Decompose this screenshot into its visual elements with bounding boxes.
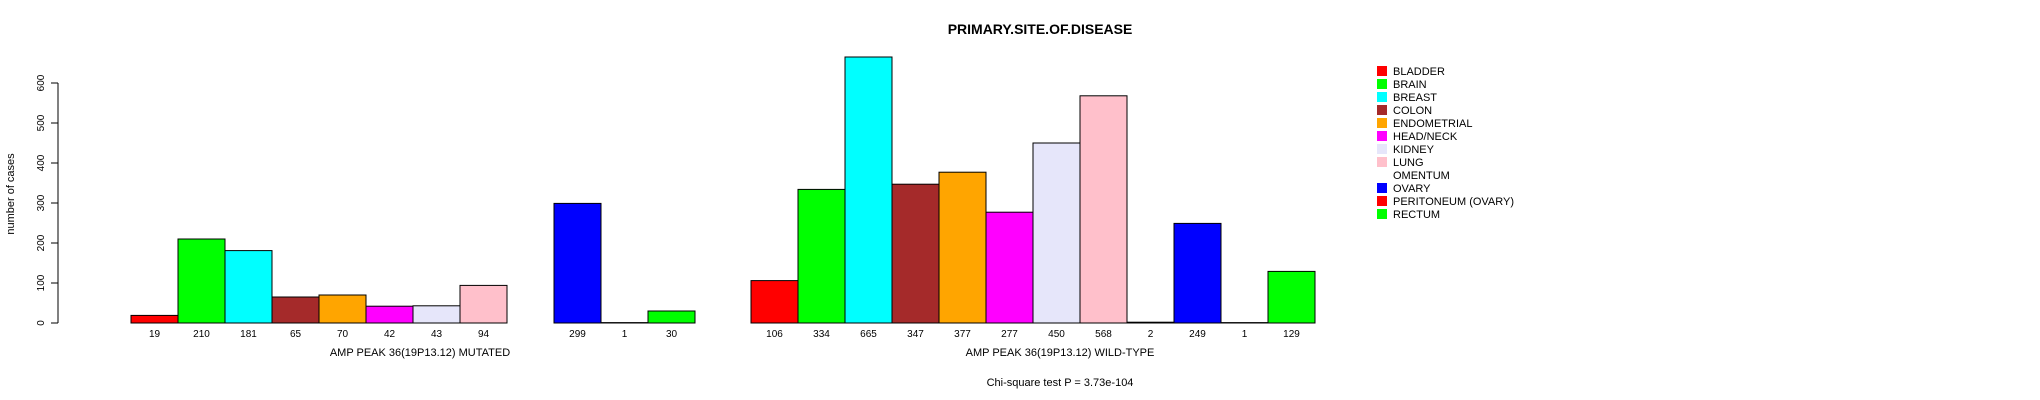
legend-label-brain: BRAIN [1393, 79, 1427, 91]
legend-swatch-endometrial [1377, 118, 1387, 128]
legend-label-rectum: RECTUM [1393, 209, 1440, 221]
count-label: 30 [666, 329, 678, 340]
count-label: 334 [813, 329, 830, 340]
bar-bladder-mutated [130, 314, 179, 324]
legend-swatch-lung [1377, 157, 1387, 167]
legend-label-omentum: OMENTUM [1393, 170, 1450, 182]
legend-label-lung: LUNG [1393, 157, 1424, 169]
y-axis: 0 100 200 300 400 500 600 [36, 74, 59, 326]
bar-colon-wild-type [891, 183, 940, 324]
count-label: 65 [290, 329, 302, 340]
count-label: 181 [240, 329, 257, 340]
legend-label-colon: COLON [1393, 105, 1432, 117]
y-axis-label: number of cases [5, 153, 17, 235]
count-label: 2 [1148, 329, 1154, 340]
y-tick-label: 500 [36, 114, 47, 131]
legend-swatch-head-neck [1377, 131, 1387, 141]
bar-lung-wild-type [1079, 95, 1128, 324]
legend-label-endometrial: ENDOMETRIAL [1393, 118, 1472, 130]
bar-colon-mutated [271, 296, 320, 324]
legend: BLADDERBRAINBREASTCOLONENDOMETRIALHEAD/N… [1377, 66, 1514, 221]
count-label: 42 [384, 329, 396, 340]
legend-swatch-brain [1377, 79, 1387, 89]
bar-rectum-wild-type [1267, 270, 1316, 324]
legend-label-ovary: OVARY [1393, 183, 1431, 195]
legend-label-breast: BREAST [1393, 92, 1437, 104]
bar-head-neck-mutated [365, 305, 414, 324]
count-label: 106 [766, 329, 783, 340]
count-label: 210 [193, 329, 210, 340]
count-label: 450 [1048, 329, 1065, 340]
count-label: 19 [149, 329, 161, 340]
y-tick-label: 0 [36, 320, 47, 326]
count-label: 665 [860, 329, 877, 340]
bar-head-neck-wild-type [985, 211, 1034, 324]
bar-lung-mutated [459, 284, 508, 324]
y-tick-label: 600 [36, 74, 47, 91]
group-label-wild-type: AMP PEAK 36(19P13.12) WILD-TYPE [966, 347, 1155, 359]
legend-label-head-neck: HEAD/NECK [1393, 131, 1458, 143]
count-labels: 19 210 181 65 70 42 43 94 299 1 30 106 334 665 347 377 2… [149, 329, 1300, 340]
legend-swatch-colon [1377, 105, 1387, 115]
count-label: 568 [1095, 329, 1112, 340]
y-tick-label: 400 [36, 154, 47, 171]
count-label: 129 [1283, 329, 1300, 340]
count-label: 43 [431, 329, 443, 340]
y-tick-label: 200 [36, 234, 47, 251]
count-label: 277 [1001, 329, 1018, 340]
bar-endometrial-wild-type [938, 171, 987, 324]
bar-omentum-wild-type [1126, 321, 1175, 324]
legend-swatch-omentum [1377, 170, 1387, 180]
bar-kidney-mutated [412, 305, 461, 324]
legend-swatch-ovary [1377, 183, 1387, 193]
bar-ovary-mutated [553, 202, 602, 324]
bar-breast-wild-type [844, 56, 893, 324]
legend-swatch-bladder [1377, 66, 1387, 76]
count-label: 1 [622, 329, 628, 340]
bar-endometrial-mutated [318, 294, 367, 324]
count-label: 249 [1189, 329, 1206, 340]
legend-swatch-rectum [1377, 209, 1387, 219]
bar-ovary-wild-type [1173, 222, 1222, 324]
count-label: 94 [478, 329, 490, 340]
bar-rectum-mutated [647, 310, 696, 324]
count-label: 347 [907, 329, 924, 340]
bar-brain-wild-type [797, 188, 846, 324]
chi-square-footnote: Chi-square test P = 3.73e-104 [987, 377, 1134, 389]
count-label: 70 [337, 329, 349, 340]
y-tick-label: 300 [36, 194, 47, 211]
y-tick-label: 100 [36, 274, 47, 291]
legend-label-peritoneum-ovary: PERITONEUM (OVARY) [1393, 196, 1514, 208]
legend-swatch-kidney [1377, 144, 1387, 154]
count-label: 377 [954, 329, 971, 340]
legend-label-bladder: BLADDER [1393, 66, 1445, 78]
group-label-mutated: AMP PEAK 36(19P13.12) MUTATED [330, 347, 510, 359]
bar-breast-mutated [224, 250, 273, 324]
count-label: 1 [1242, 329, 1248, 340]
legend-label-kidney: KIDNEY [1393, 144, 1435, 156]
chart-title: PRIMARY.SITE.OF.DISEASE [948, 21, 1133, 37]
bar-bladder-wild-type [750, 280, 799, 324]
count-label: 299 [569, 329, 586, 340]
legend-swatch-breast [1377, 92, 1387, 102]
bar-brain-mutated [177, 238, 226, 324]
bars [130, 56, 1316, 324]
bar-kidney-wild-type [1032, 142, 1081, 324]
legend-swatch-peritoneum-ovary [1377, 196, 1387, 206]
